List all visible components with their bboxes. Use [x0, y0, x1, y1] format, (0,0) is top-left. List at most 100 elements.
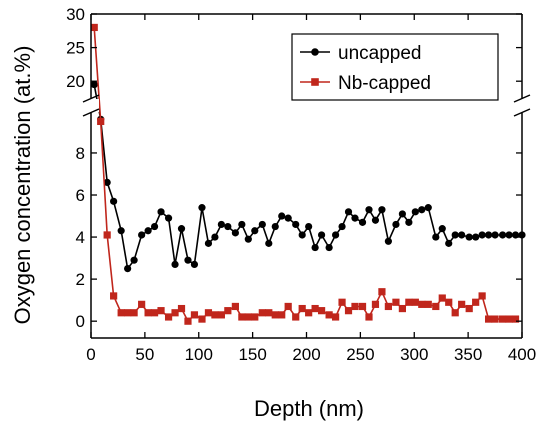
- data-point-uncapped: [217, 220, 225, 229]
- data-point-nb-capped: [124, 309, 132, 317]
- data-point-nb-capped: [171, 309, 179, 317]
- data-point-uncapped: [424, 204, 432, 212]
- series-line-uncapped: [93, 84, 522, 271]
- data-point-uncapped: [418, 206, 426, 214]
- data-point-nb-capped: [311, 304, 319, 313]
- x-tick-label: 300: [400, 345, 428, 364]
- data-point-nb-capped: [317, 307, 326, 315]
- axis-break-mark: [513, 94, 531, 103]
- data-point-nb-capped: [198, 315, 206, 323]
- data-point-nb-capped: [392, 298, 400, 306]
- data-point-uncapped: [317, 231, 326, 239]
- data-point-uncapped: [184, 256, 192, 264]
- data-point-nb-capped: [231, 302, 239, 311]
- data-point-nb-capped: [505, 315, 513, 323]
- data-point-uncapped: [171, 260, 179, 269]
- data-point-uncapped: [331, 231, 340, 239]
- data-point-nb-capped: [292, 313, 300, 321]
- data-point-uncapped: [103, 178, 111, 186]
- data-point-nb-capped: [478, 292, 486, 300]
- data-point-uncapped: [258, 220, 266, 229]
- data-point-uncapped: [505, 231, 513, 239]
- data-point-nb-capped: [238, 313, 246, 321]
- legend-box: [291, 33, 499, 101]
- y-tick-label: 4: [76, 228, 85, 247]
- data-point-nb-capped: [499, 315, 507, 323]
- data-point-nb-capped: [378, 288, 386, 296]
- data-point-uncapped: [371, 216, 380, 224]
- data-point-nb-capped: [432, 302, 440, 311]
- data-point-uncapped: [458, 231, 466, 239]
- legend-label: Nb-capped: [338, 73, 431, 94]
- data-point-nb-capped: [278, 311, 286, 319]
- data-point-nb-capped: [424, 300, 432, 308]
- legend-label: uncapped: [338, 43, 421, 64]
- data-point-nb-capped: [103, 231, 111, 239]
- data-point-nb-capped: [217, 311, 225, 319]
- data-point-nb-capped: [284, 302, 292, 311]
- data-point-nb-capped: [90, 23, 98, 32]
- data-point-nb-capped: [458, 300, 466, 308]
- data-point-uncapped: [164, 214, 173, 222]
- data-point-uncapped: [224, 222, 232, 231]
- y-tick-label: 20: [66, 72, 85, 91]
- data-point-nb-capped: [164, 313, 173, 321]
- legend-marker: [311, 48, 319, 56]
- data-point-nb-capped: [271, 311, 279, 319]
- data-point-uncapped: [384, 237, 392, 245]
- data-point-uncapped: [472, 233, 480, 241]
- data-point-uncapped: [432, 233, 440, 241]
- data-point-nb-capped: [484, 315, 493, 323]
- data-point-nb-capped: [258, 309, 266, 317]
- x-axis-title: Depth (nm): [254, 396, 364, 421]
- axis-break-gap: [514, 99, 530, 112]
- y-tick-label: 6: [76, 186, 85, 205]
- plot-frame: [82, 13, 531, 339]
- data-point-nb-capped: [305, 309, 313, 317]
- data-point-uncapped: [392, 220, 400, 229]
- data-point-nb-capped: [351, 302, 359, 311]
- legend: uncapped Nb-capped: [291, 33, 499, 101]
- data-point-uncapped: [499, 231, 507, 239]
- data-point-uncapped: [365, 206, 373, 214]
- data-point-nb-capped: [411, 298, 419, 306]
- data-point-nb-capped: [405, 298, 413, 306]
- data-point-uncapped: [438, 225, 446, 233]
- data-point-uncapped: [298, 231, 306, 239]
- data-point-uncapped: [491, 231, 499, 239]
- data-point-uncapped: [251, 227, 259, 235]
- data-point-nb-capped: [244, 313, 252, 321]
- data-point-nb-capped: [465, 304, 473, 313]
- x-tick-label: 250: [346, 345, 374, 364]
- x-tick-label: 400: [508, 345, 536, 364]
- data-point-nb-capped: [211, 311, 219, 319]
- data-point-nb-capped: [150, 309, 159, 317]
- data-point-nb-capped: [177, 304, 186, 313]
- data-point-uncapped: [211, 233, 219, 241]
- data-point-uncapped: [244, 235, 252, 243]
- data-point-nb-capped: [184, 317, 192, 325]
- data-point-uncapped: [190, 260, 199, 269]
- data-point-uncapped: [478, 231, 486, 239]
- data-point-uncapped: [157, 208, 165, 216]
- data-point-nb-capped: [445, 298, 453, 306]
- data-point-uncapped: [138, 231, 146, 239]
- x-tick-label: 350: [454, 345, 482, 364]
- data-point-nb-capped: [438, 294, 446, 302]
- data-point-uncapped: [110, 197, 118, 205]
- data-point-uncapped: [358, 218, 367, 226]
- data-point-nb-capped: [491, 315, 499, 323]
- axis-break-mark: [513, 108, 531, 117]
- data-point-uncapped: [204, 239, 213, 247]
- y-tick-label: 2: [76, 270, 85, 289]
- x-tick-label: 0: [86, 345, 95, 364]
- x-tick-label: 100: [185, 345, 213, 364]
- data-point-uncapped: [124, 265, 132, 273]
- axis-break-gap: [83, 99, 99, 112]
- data-point-uncapped: [292, 220, 300, 229]
- data-point-uncapped: [278, 212, 286, 220]
- data-point-uncapped: [451, 231, 459, 239]
- data-point-uncapped: [238, 220, 246, 229]
- x-tick-label: 50: [135, 345, 154, 364]
- data-point-nb-capped: [511, 315, 520, 323]
